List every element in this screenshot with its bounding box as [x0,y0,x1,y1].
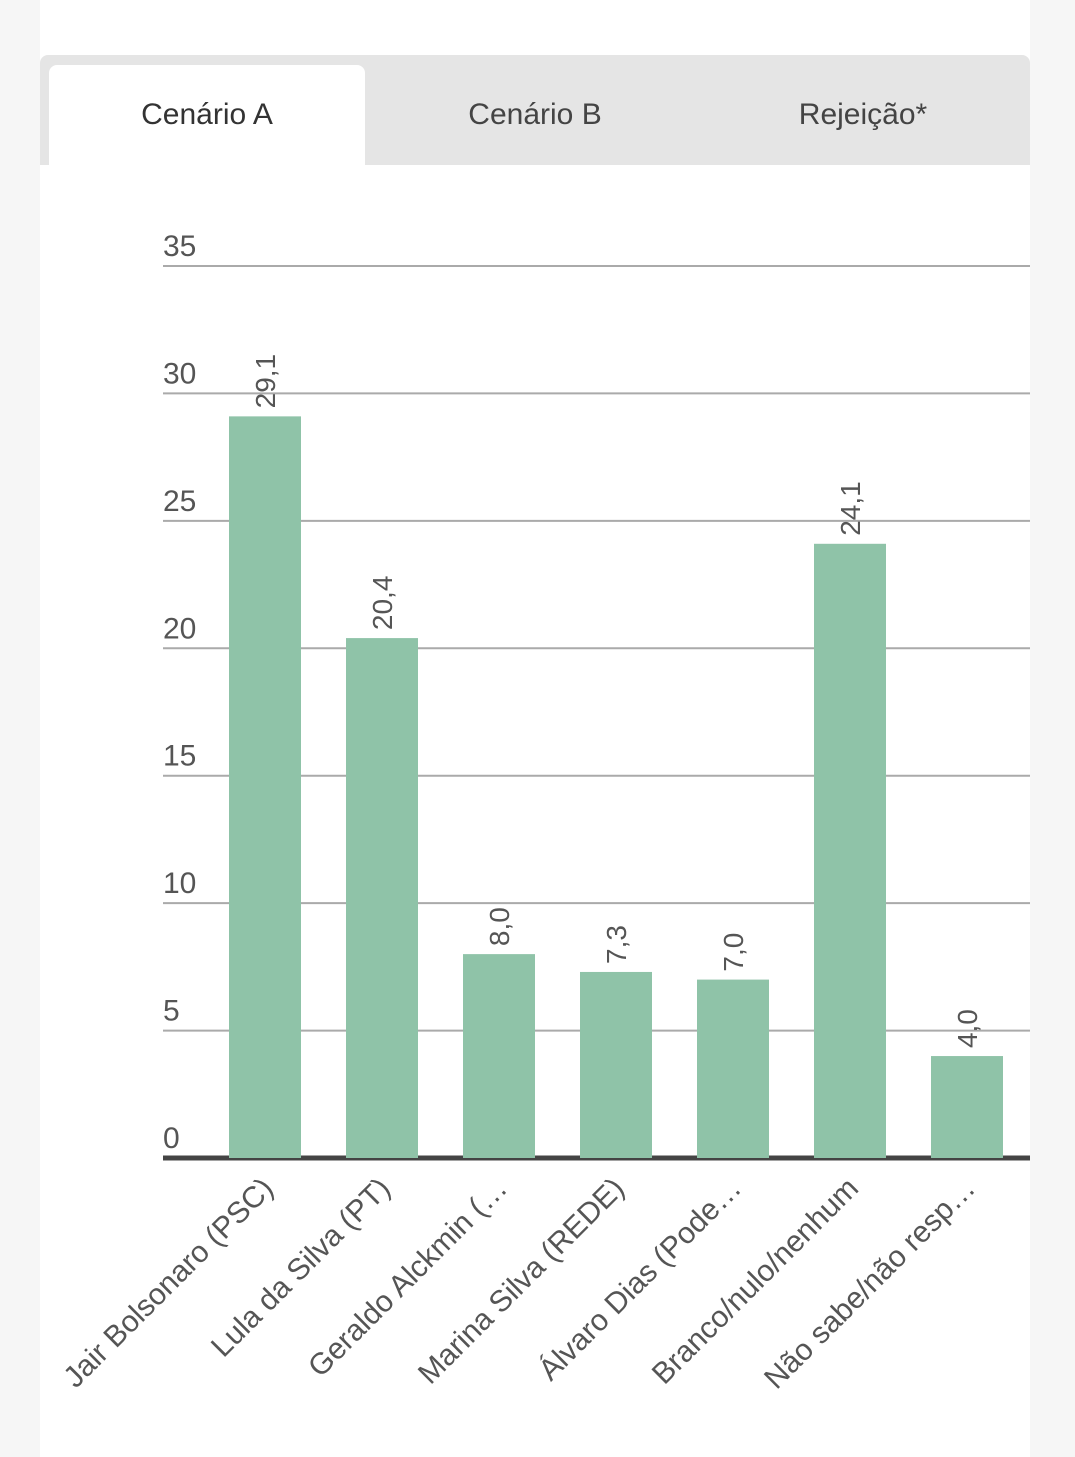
y-tick-label: 30 [163,357,196,390]
bar [346,638,418,1158]
data-label: 7,3 [601,925,632,964]
y-tick-label: 20 [163,612,196,645]
data-label: 4,0 [952,1009,983,1048]
data-label: 29,1 [250,354,281,409]
y-tick-label: 15 [163,740,196,773]
x-tick-label: Geraldo Alckmin (… [302,1172,514,1384]
y-tick-label: 5 [163,995,180,1028]
y-tick-label: 35 [163,230,196,263]
x-tick-label: Marina Silva (REDE) [412,1172,631,1391]
bar [931,1056,1003,1158]
tab-cenario-b[interactable]: Cenário B [468,98,602,131]
data-label: 8,0 [484,907,515,946]
tab-cenario-a[interactable]: Cenário A [49,65,365,165]
x-tick-label: Branco/nulo/nenhum [646,1172,865,1391]
bar [463,954,535,1158]
x-tick-label: Não sabe/não resp… [758,1172,982,1396]
x-tick-label: Álvaro Dias (Pode… [532,1172,748,1388]
x-tick-label: Jair Bolsonaro (PSC) [57,1172,280,1395]
bar [229,416,301,1158]
data-label: 20,4 [367,576,398,631]
bar [814,543,886,1158]
bar [580,971,652,1158]
tab-bar: Cenário A Cenário B Rejeição* [40,55,1030,165]
data-label: 24,1 [835,481,866,536]
y-tick-label: 25 [163,485,196,518]
bar [697,979,769,1158]
tab-rejeicao[interactable]: Rejeição* [798,98,928,131]
y-tick-label: 10 [163,867,196,900]
y-tick-label: 0 [163,1122,180,1155]
data-label: 7,0 [718,933,749,972]
